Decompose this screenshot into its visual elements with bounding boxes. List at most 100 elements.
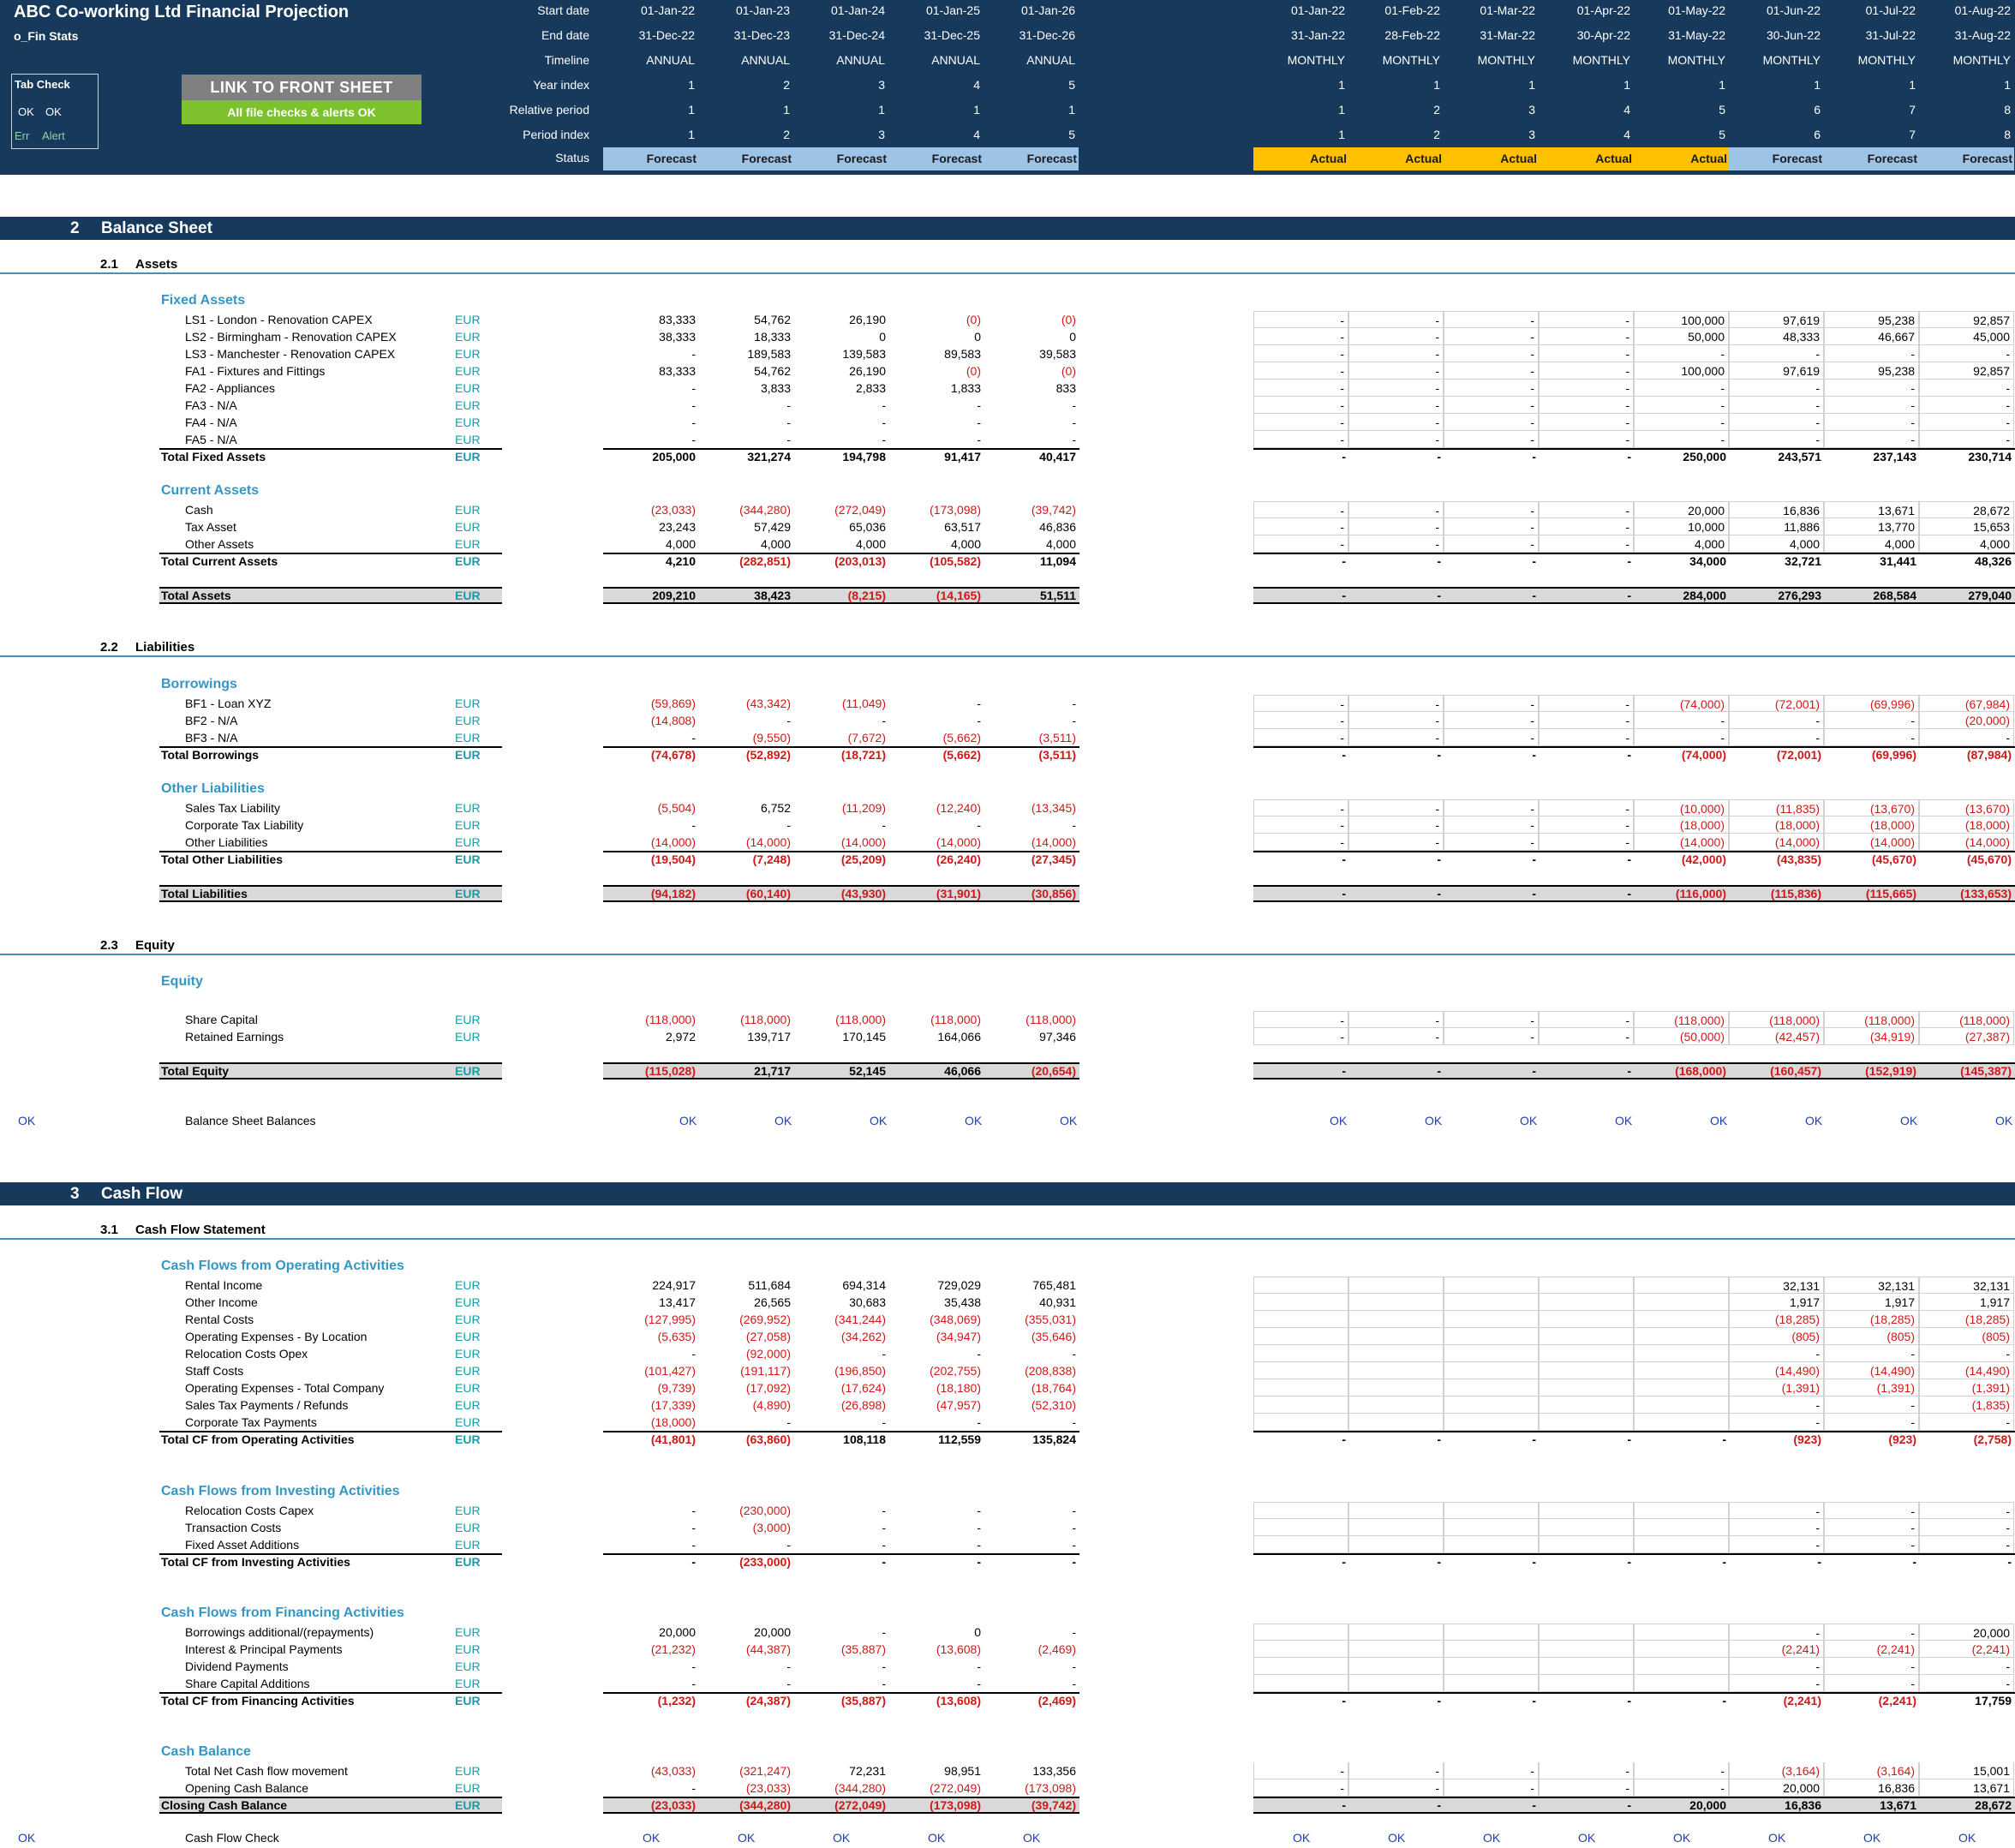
monthly-value: [1348, 1328, 1444, 1345]
header-annual-start: 01-Jan-26: [1020, 3, 1075, 17]
group-title: Fixed Assets: [161, 293, 246, 308]
header-monthly-rel: 7: [1909, 103, 1916, 117]
monthly-value: 20,000: [1634, 501, 1729, 518]
monthly-value: -: [1444, 799, 1539, 816]
monthly-value: -: [1919, 729, 2014, 746]
annual-value: -: [882, 398, 886, 412]
monthly-value: -: [1348, 834, 1444, 851]
monthly-value: [1634, 1414, 1729, 1431]
total-rule: [1253, 851, 2015, 852]
group-title: Cash Flows from Operating Activities: [161, 1259, 404, 1273]
monthly-value: [1348, 1294, 1444, 1311]
monthly-value: -: [1824, 1675, 1919, 1692]
table-row: FA3 - N/A EUR - - - - - - - - - - - - -: [0, 397, 2015, 414]
total-rule: [159, 553, 502, 554]
annual-value: (13,608): [936, 1642, 981, 1656]
group-title: Cash Flows from Financing Activities: [161, 1606, 404, 1620]
annual-value: -: [882, 1677, 886, 1690]
row-label: Operating Expenses - Total Company: [185, 1381, 385, 1395]
header-annual-rel: 1: [878, 103, 885, 117]
monthly-value: -: [1634, 729, 1729, 746]
header-annual-period: 2: [783, 128, 790, 141]
monthly-value: -: [1729, 1658, 1824, 1675]
monthly-value: (133,653): [1960, 887, 2012, 900]
monthly-value: [1348, 1624, 1444, 1641]
subsection-header: 2.1 Assets: [0, 257, 2015, 274]
annual-value: 6,752: [760, 801, 791, 815]
table-row: Total Equity EUR (115,028) 21,717 52,145 46,0…: [0, 1062, 2015, 1079]
monthly-value: -: [1253, 535, 1348, 553]
annual-value: (74,678): [650, 748, 696, 762]
monthly-value: -: [1342, 1694, 1346, 1707]
table-row: Tax Asset EUR 23,243 57,429 65,036 63,517 46,8…: [0, 518, 2015, 535]
row-currency: EUR: [455, 1504, 481, 1517]
header-annual-timeline: ANNUAL: [646, 53, 695, 67]
annual-value: -: [977, 697, 981, 710]
row-currency: EUR: [455, 1295, 481, 1309]
header-monthly-start: 01-Jan-22: [1290, 3, 1345, 17]
monthly-value: -: [1342, 1555, 1346, 1569]
annual-value: (341,244): [834, 1313, 886, 1326]
monthly-value: -: [1627, 748, 1631, 762]
check-status: OK: [1520, 1114, 1538, 1127]
table-row: BF3 - N/A EUR - (9,550) (7,672) (5,662) (3,511…: [0, 729, 2015, 746]
annual-value: (14,808): [650, 714, 696, 727]
table-row: FA1 - Fixtures and Fittings EUR 83,333 54,7…: [0, 362, 2015, 380]
monthly-value: -: [1348, 431, 1444, 448]
annual-value: (1,232): [657, 1694, 696, 1707]
row-currency: EUR: [455, 1555, 481, 1569]
annual-value: 729,029: [937, 1278, 981, 1292]
header-monthly-rel: 3: [1528, 103, 1535, 117]
monthly-value: (27,387): [1919, 1028, 2014, 1045]
monthly-value: [1444, 1379, 1539, 1396]
monthly-value: [1348, 1641, 1444, 1658]
monthly-value: -: [1348, 1011, 1444, 1028]
monthly-value: 243,571: [1778, 450, 1821, 463]
monthly-value: 28,672: [1975, 1798, 2012, 1812]
monthly-value: -: [1532, 1432, 1536, 1446]
annual-value: (17,092): [745, 1381, 791, 1395]
annual-value: (5,504): [657, 801, 696, 815]
monthly-value: (118,000): [1824, 1011, 1919, 1028]
row-label: Total Net Cash flow movement: [185, 1764, 348, 1778]
header-monthly-rel: 6: [1814, 103, 1821, 117]
file-checks-status: All file checks & alerts OK: [182, 100, 422, 124]
monthly-value: -: [1348, 695, 1444, 712]
link-to-front-sheet-button[interactable]: LINK TO FRONT SHEET: [182, 75, 422, 100]
monthly-value: -: [1627, 1432, 1631, 1446]
monthly-value: (1,391): [1919, 1379, 2014, 1396]
monthly-value: -: [1348, 380, 1444, 397]
monthly-value: 237,143: [1873, 450, 1916, 463]
monthly-value: (805): [1729, 1328, 1824, 1345]
monthly-value: -: [1253, 1011, 1348, 1028]
row-currency: EUR: [455, 887, 481, 900]
monthly-value: 15,001: [1919, 1762, 2014, 1779]
row-currency: EUR: [455, 433, 481, 446]
monthly-value: -: [1348, 397, 1444, 414]
monthly-value: -: [1627, 852, 1631, 866]
monthly-value: -: [1729, 1624, 1824, 1641]
header-monthly-year: 1: [1338, 78, 1345, 92]
monthly-value: (3,164): [1729, 1762, 1824, 1779]
monthly-value: 10,000: [1634, 518, 1729, 535]
monthly-value: (13,670): [1919, 799, 2014, 816]
monthly-value: -: [1253, 729, 1348, 746]
annual-value: 833: [1055, 381, 1076, 395]
monthly-value: [1348, 1675, 1444, 1692]
monthly-value: 20,000: [1689, 1798, 1726, 1812]
monthly-value: 50,000: [1634, 328, 1729, 345]
table-row: Total Other Liabilities EUR (19,504) (7,248…: [0, 851, 2015, 868]
annual-value: (8,215): [847, 589, 886, 602]
annual-value: 65,036: [849, 520, 886, 534]
monthly-value: [1444, 1311, 1539, 1328]
monthly-value: -: [1919, 1658, 2014, 1675]
total-band: [603, 1062, 1079, 1079]
monthly-value: -: [1444, 518, 1539, 535]
monthly-value: [1348, 1536, 1444, 1553]
monthly-value: [1444, 1641, 1539, 1658]
monthly-value: (2,241): [1729, 1641, 1824, 1658]
section-number: 3: [70, 1185, 80, 1203]
annual-value: -: [691, 1347, 696, 1361]
annual-value: 35,438: [944, 1295, 981, 1309]
monthly-value: (14,490): [1919, 1362, 2014, 1379]
